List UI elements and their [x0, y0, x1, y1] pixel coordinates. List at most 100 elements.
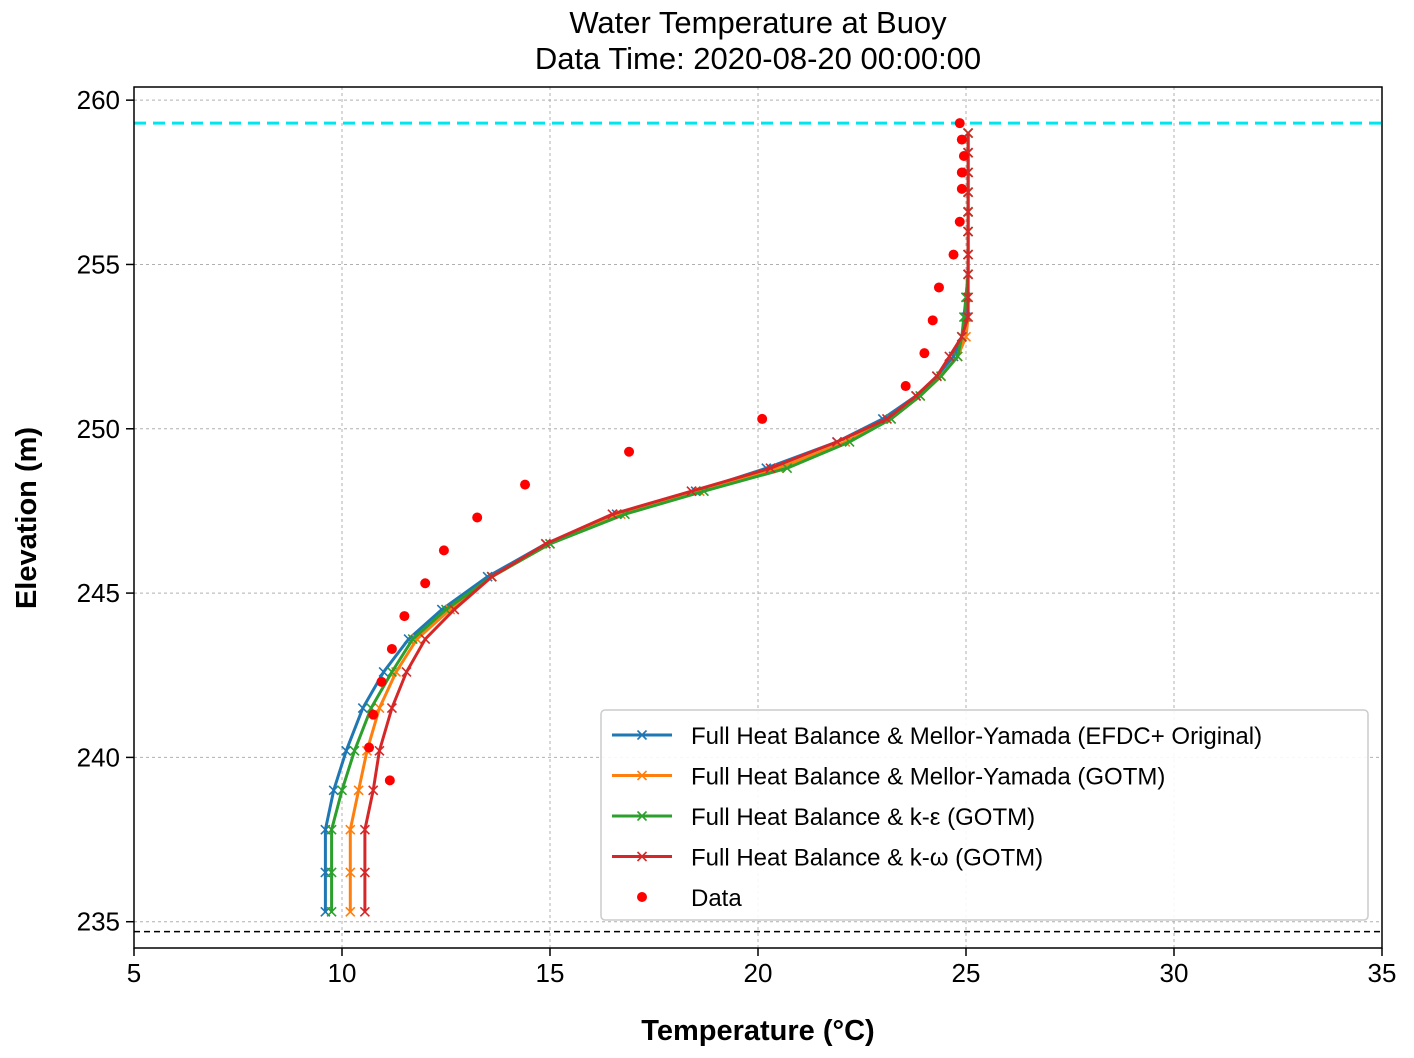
data-point [954, 216, 965, 227]
x-marker-stroke [963, 311, 974, 323]
x-marker-stroke [357, 703, 368, 714]
reference-lines [134, 121, 1382, 933]
series-point [963, 292, 974, 303]
x-axis-ticks: 5 10 15 20 25 30 35 [127, 948, 1396, 988]
x-marker-stroke [407, 634, 418, 645]
legend-marker [636, 851, 648, 862]
x-marker-stroke [540, 538, 551, 549]
x-tick-label: 5 [127, 958, 141, 988]
data-point [368, 709, 379, 720]
series-point [831, 436, 843, 447]
data-point [438, 545, 449, 556]
x-marker-stroke [636, 729, 648, 741]
series-point [401, 666, 412, 678]
x-marker-stroke [436, 604, 447, 615]
x-marker-stroke [366, 703, 377, 714]
x-marker-stroke [368, 785, 379, 796]
legend-label: Full Heat Balance & k-ε (GOTM) [691, 804, 1035, 831]
data-point [954, 118, 965, 129]
x-marker-stroke [636, 851, 648, 862]
x-tick-label: 10 [328, 958, 357, 988]
x-marker-stroke [378, 666, 389, 678]
x-marker-stroke [420, 634, 431, 645]
series-point [963, 206, 974, 217]
legend-box [600, 709, 1369, 921]
series-point [407, 634, 418, 645]
x-marker-stroke [963, 292, 974, 303]
data-point [472, 512, 483, 523]
x-tick-label: 30 [1160, 958, 1189, 988]
series-point [328, 785, 339, 796]
x-marker-stroke [411, 634, 422, 645]
series-point [341, 745, 352, 756]
series-point [911, 390, 922, 401]
data-point [919, 348, 930, 359]
series-point [931, 371, 942, 382]
data-point [757, 413, 768, 424]
series-point [349, 745, 360, 756]
x-marker-stroke [881, 413, 893, 424]
series-point [782, 463, 793, 474]
series-line [363, 133, 970, 912]
x-marker-stroke [686, 486, 697, 497]
x-marker-stroke [401, 666, 412, 678]
x-marker-stroke [935, 371, 947, 382]
x-marker-stroke [386, 666, 397, 678]
series-point [765, 463, 776, 474]
y-tick-label: 235 [77, 907, 120, 937]
series-point [326, 824, 337, 835]
series-point [963, 249, 974, 260]
series-point [336, 785, 348, 796]
x-marker-stroke [765, 463, 776, 474]
data-point [624, 446, 635, 457]
x-marker-stroke [963, 206, 974, 217]
x-marker-stroke [345, 906, 356, 917]
x-marker-stroke [636, 810, 648, 822]
legend-item: Full Heat Balance & Mellor-Yamada (EFDC+… [612, 723, 1262, 750]
series-point [353, 785, 364, 796]
data-point [956, 167, 967, 178]
x-marker-stroke [636, 770, 648, 781]
data-point [956, 183, 967, 194]
x-marker-stroke [449, 604, 460, 615]
series-point [357, 703, 368, 714]
legend-label: Full Heat Balance & Mellor-Yamada (EFDC+… [691, 723, 1262, 750]
data-point [376, 676, 387, 687]
legend-label: Full Heat Balance & k-ω (GOTM) [691, 845, 1043, 872]
data-points-layer [364, 118, 969, 786]
series-point [378, 666, 389, 678]
x-marker-stroke [963, 269, 974, 280]
x-marker-stroke [963, 226, 974, 237]
legend-marker [637, 892, 647, 902]
y-tick-label: 260 [77, 85, 120, 115]
series-point [420, 634, 431, 645]
data-point [384, 775, 395, 786]
y-axis-ticks: 235 240 245 250 255 260 [77, 85, 134, 937]
legend-marker [636, 810, 648, 822]
x-marker-stroke [445, 604, 456, 615]
series-point [886, 413, 897, 424]
x-marker-stroke [944, 351, 955, 362]
series-point [374, 745, 385, 756]
x-marker-stroke [353, 785, 364, 796]
x-marker-stroke [486, 571, 497, 582]
x-tick-label: 20 [744, 958, 773, 988]
y-axis-label: Elevation (m) [11, 427, 43, 609]
data-point [956, 134, 967, 145]
x-marker-stroke [341, 745, 352, 756]
series-point [486, 571, 497, 582]
x-marker-stroke [931, 371, 942, 382]
x-marker-stroke [960, 331, 972, 342]
x-marker-stroke [345, 867, 356, 878]
x-marker-stroke [328, 785, 339, 796]
series-point [326, 867, 337, 878]
series-point [359, 867, 370, 878]
series-point [956, 331, 967, 342]
x-marker-stroke [326, 824, 337, 835]
series-point [345, 824, 356, 835]
x-marker-stroke [831, 436, 843, 447]
series-point [963, 269, 974, 280]
x-marker-stroke [782, 463, 793, 474]
y-tick-label: 245 [77, 578, 120, 608]
x-marker-stroke [349, 745, 360, 756]
